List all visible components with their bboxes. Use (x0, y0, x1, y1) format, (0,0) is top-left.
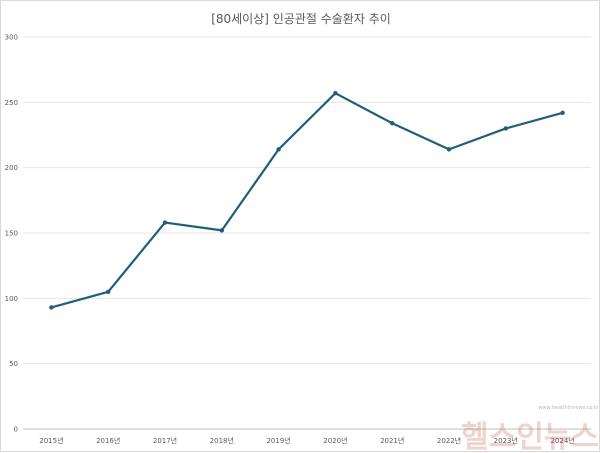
series-layer (49, 90, 565, 310)
x-tick-label: 2019년 (266, 436, 290, 445)
y-tick-label: 200 (5, 164, 18, 172)
grid-lines (23, 36, 591, 430)
data-point (219, 228, 224, 233)
series-line (51, 92, 563, 309)
data-point (49, 305, 54, 310)
y-tick-label: 100 (5, 295, 18, 303)
watermark-logo: 헬스인뉴스 (461, 420, 599, 453)
x-tick-label: 2022년 (437, 436, 461, 445)
y-axis-ticks: 0 50 100 150 200 250 300 (5, 34, 18, 434)
x-tick-label: 2020년 (323, 436, 347, 445)
data-point (390, 121, 395, 126)
y-tick-label: 150 (5, 230, 18, 238)
data-point (106, 289, 111, 294)
x-tick-label: 2015년 (39, 436, 63, 445)
x-tick-label: 2016년 (96, 436, 120, 445)
chart-title: [80세이상] 인공관절 수술환자 추이 (211, 12, 391, 26)
watermark: www.healthinnews.co.kr 헬스인뉴스 (461, 405, 600, 453)
x-tick-label: 2023년 (494, 436, 518, 445)
data-point (333, 90, 338, 96)
y-tick-label: 50 (9, 360, 18, 368)
x-tick-label: 2024년 (550, 436, 574, 445)
x-axis-ticks: 2015년 2016년 2017년 2018년 2019년 2020년 2021년 2022년… (39, 436, 574, 445)
data-point (560, 110, 565, 115)
y-tick-label: 0 (14, 426, 18, 434)
watermark-url: www.healthinnews.co.kr (538, 405, 600, 411)
x-tick-label: 2017년 (153, 436, 177, 445)
x-tick-label: 2021년 (380, 436, 404, 445)
data-point (276, 147, 281, 152)
y-tick-label: 250 (5, 99, 18, 107)
data-point (503, 126, 508, 131)
y-tick-label: 300 (5, 34, 18, 42)
data-point (162, 220, 168, 225)
x-tick-label: 2018년 (210, 436, 234, 445)
data-point (446, 147, 452, 152)
